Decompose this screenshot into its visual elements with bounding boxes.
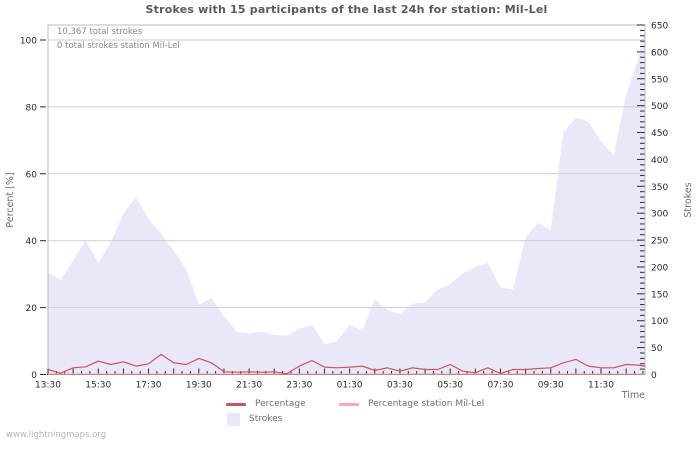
right-axis-tick-label: 500 — [651, 102, 668, 112]
left-axis-tick-label: 20 — [26, 304, 38, 314]
x-axis-tick-label: 11:30 — [588, 381, 614, 391]
x-axis-tick-label: 03:30 — [387, 381, 413, 391]
legend-label-percentage-station: Percentage station Mil-Lel — [368, 399, 485, 409]
right-axis-tick-label: 450 — [651, 129, 668, 139]
chart-title: Strokes with 15 participants of the last… — [145, 3, 548, 16]
x-axis-tick-label: 05:30 — [437, 381, 463, 391]
watermark: www.lightningmaps.org — [6, 430, 107, 440]
left-axis-tick-label: 80 — [26, 103, 38, 113]
right-axis-tick-label: 200 — [651, 263, 668, 273]
percentage-series — [47, 353, 646, 375]
left-axis-tick-label: 40 — [26, 237, 38, 247]
x-axis-tick-label: 13:30 — [35, 381, 61, 391]
y-axis-label-strokes: Strokes — [683, 182, 694, 218]
x-axis-tick-label: 15:30 — [85, 381, 111, 391]
x-axis-tick-label: 17:30 — [136, 381, 162, 391]
legend-item-percentage: Percentage — [226, 397, 306, 411]
left-axis-tick-label: 0 — [31, 371, 37, 381]
percentage-station-line-swatch — [339, 402, 359, 406]
y-axis-label-percent: Percent [%] — [5, 172, 16, 228]
left-axis-tick-label: 60 — [26, 170, 38, 180]
right-axis-tick-label: 150 — [651, 290, 668, 300]
right-axis-tick-label: 0 — [651, 371, 657, 381]
strokes-area-swatch — [227, 412, 240, 426]
x-axis-tick-label: 07:30 — [487, 381, 513, 391]
x-axis-label-time: Time — [621, 390, 645, 401]
right-axis-tick-label: 250 — [651, 237, 668, 247]
legend-label-strokes: Strokes — [249, 414, 283, 424]
right-axis-tick-label: 300 — [651, 210, 668, 220]
x-axis-tick-label: 19:30 — [186, 381, 212, 391]
right-axis-tick-label: 550 — [651, 75, 668, 85]
x-axis-tick-label: 09:30 — [538, 381, 564, 391]
x-axis-tick-label: 23:30 — [286, 381, 312, 391]
station-total-strokes-annotation: 0 total strokes station Mil-Lel — [57, 41, 180, 51]
legend-item-strokes: Strokes — [227, 412, 282, 426]
right-axis-tick-label: 100 — [651, 317, 668, 327]
x-axis-tick-label: 01:30 — [337, 381, 363, 391]
right-axis-tick-label: 350 — [651, 183, 668, 193]
x-axis-tick-label: 21:30 — [236, 381, 262, 391]
percentage-line-swatch — [226, 402, 246, 406]
right-axis-tick-label: 400 — [651, 156, 668, 166]
left-axis-tick-label: 100 — [20, 37, 37, 47]
legend-item-percentage-station: Percentage station Mil-Lel — [339, 397, 484, 411]
strokes-area-series — [48, 27, 645, 375]
right-axis-tick-label: 600 — [651, 48, 668, 58]
legend-label-percentage: Percentage — [255, 399, 306, 409]
total-strokes-annotation: 10,367 total strokes — [57, 27, 143, 37]
right-axis-tick-label: 50 — [651, 344, 663, 354]
right-axis-tick-label: 650 — [651, 22, 668, 32]
